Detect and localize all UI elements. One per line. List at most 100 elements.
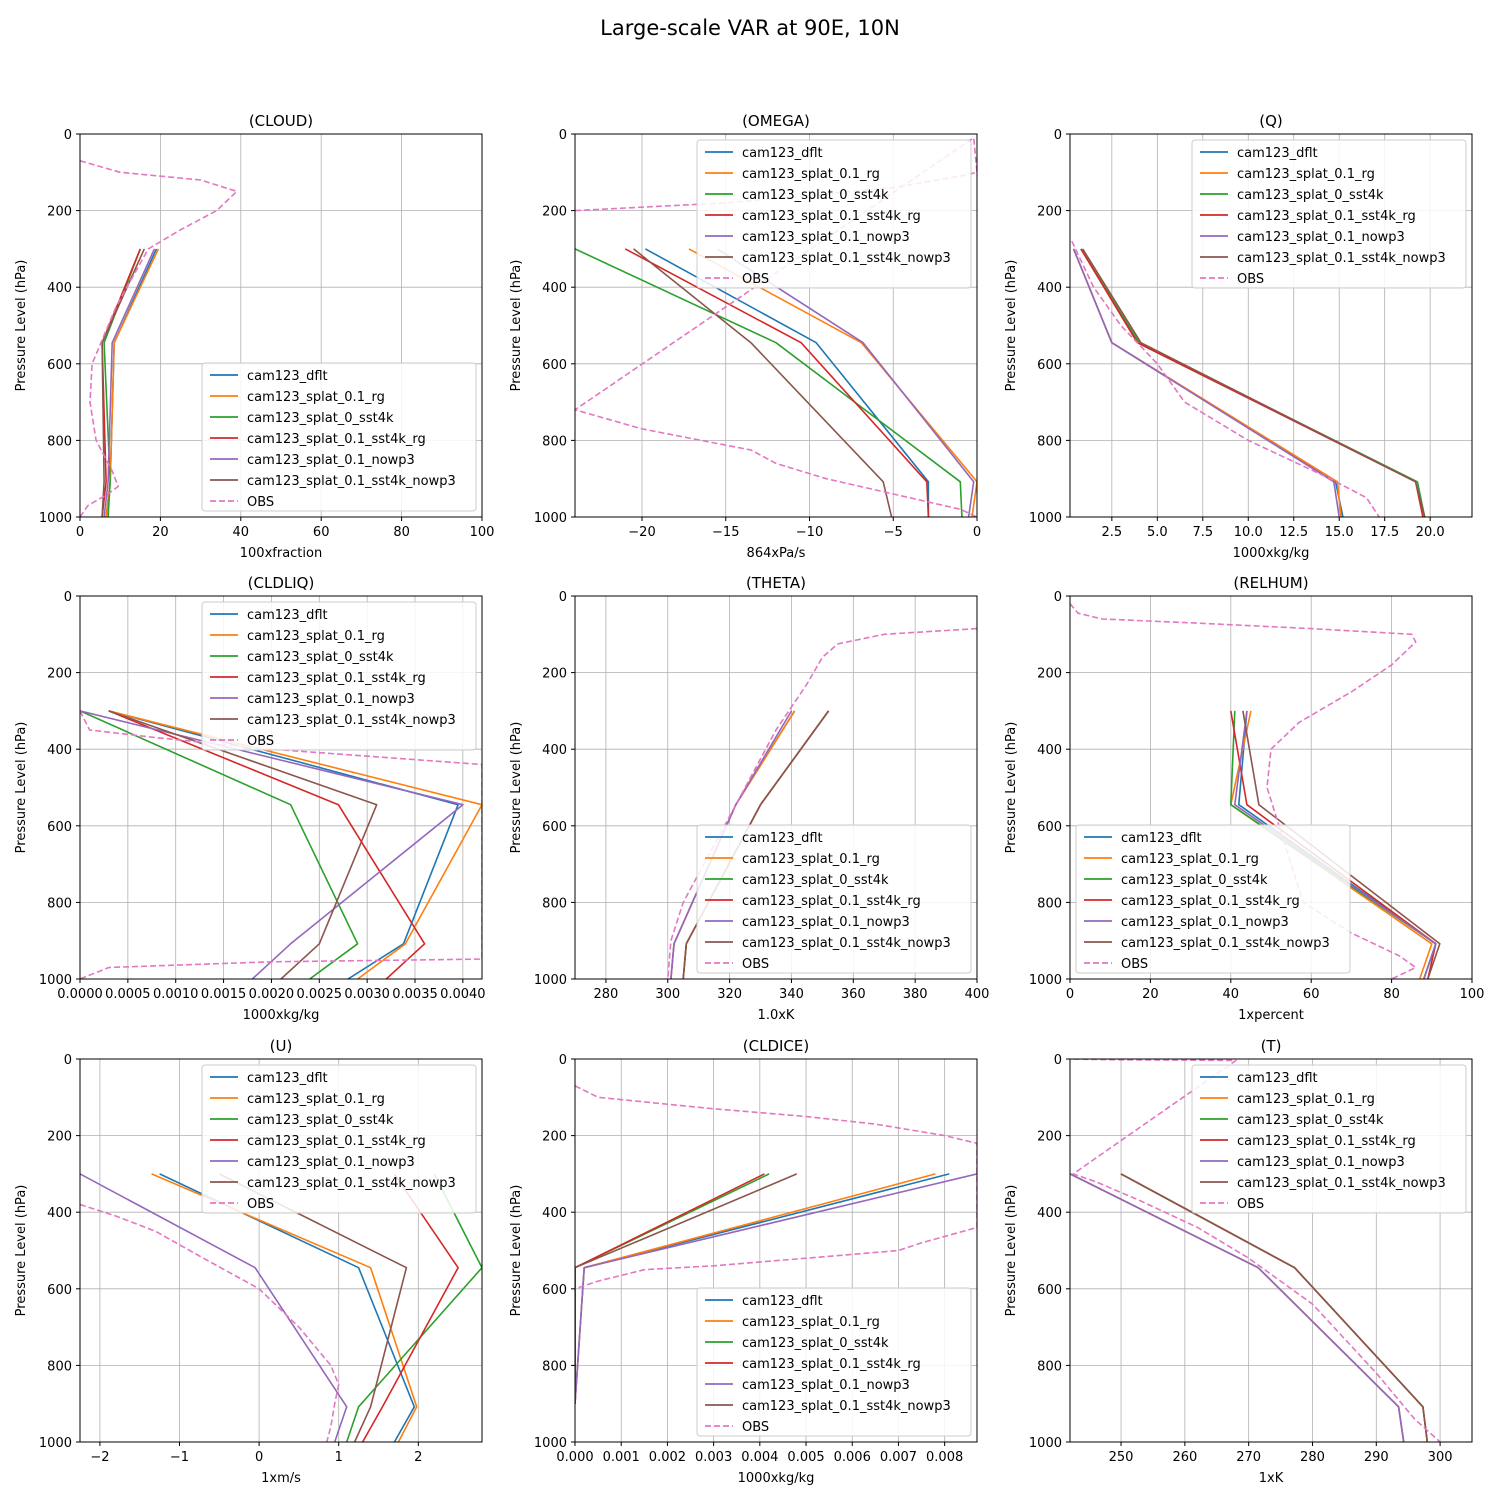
x-tick-label: 280 — [594, 987, 619, 1002]
x-axis-label: 100xfraction — [240, 546, 322, 561]
legend-label: cam123_splat_0.1_nowp3 — [1237, 1155, 1405, 1170]
series-line-cam123-splat-0-1-sst4k-rg — [624, 248, 930, 517]
y-tick-label: 200 — [1037, 1130, 1062, 1145]
legend-label: OBS — [1237, 272, 1264, 287]
legend-label: cam123_splat_0.1_sst4k_rg — [742, 209, 921, 224]
subplot-title: (CLDLIQ) — [248, 574, 315, 592]
series-line-cam123-splat-0-1-sst4k-rg — [108, 710, 426, 979]
series-line-cam123-splat-0-1-sst4k-nowp3 — [108, 710, 378, 979]
legend-box — [1191, 139, 1467, 289]
x-tick-label: −5 — [884, 525, 903, 540]
x-tick-label: 0.000 — [556, 1450, 593, 1465]
x-tick-label: 0.0030 — [344, 987, 390, 1002]
series-line-cam123-splat-0-1-rg — [108, 710, 482, 979]
y-axis-label: Pressure Level (hPa) — [509, 260, 524, 392]
y-tick-label: 400 — [1037, 281, 1062, 296]
series-line-cam123-splat-0-sst4k — [575, 1173, 770, 1404]
legend-label: cam123_splat_0.1_sst4k_nowp3 — [1121, 936, 1330, 951]
legend-label: cam123_splat_0.1_nowp3 — [1237, 230, 1405, 245]
y-tick-label: 0 — [559, 590, 567, 605]
x-tick-label: 0.007 — [880, 1450, 917, 1465]
x-tick-label: 0 — [76, 525, 84, 540]
subplot-2: −20 −15 −10 −5 0 0 200 400 600 800 1000 (OMEGA) 864x… — [509, 112, 981, 561]
plot-frame — [79, 595, 483, 980]
legend-label: cam123_dflt — [742, 1294, 823, 1309]
legend-label: cam123_splat_0.1_rg — [1237, 167, 1375, 182]
x-tick-label: 100 — [1460, 987, 1485, 1002]
legend-box — [201, 362, 477, 512]
legend-label: cam123_splat_0.1_sst4k_rg — [742, 1357, 921, 1372]
legend-label: cam123_splat_0.1_rg — [742, 167, 880, 182]
legend-label: cam123_splat_0.1_nowp3 — [742, 1378, 910, 1393]
x-tick-label: 0.008 — [926, 1450, 963, 1465]
legend-box — [696, 1287, 972, 1437]
legend-box — [696, 824, 972, 974]
series-line-cam123-splat-0-1-nowp3 — [716, 248, 975, 517]
y-tick-label: 1000 — [39, 973, 72, 988]
x-tick-label: 0 — [1066, 987, 1074, 1002]
x-tick-label: 1 — [335, 1450, 343, 1465]
legend-label: cam123_splat_0.1_nowp3 — [1121, 915, 1289, 930]
legend-label: cam123_splat_0.1_rg — [247, 390, 385, 405]
legend-label: OBS — [742, 957, 769, 972]
legend: cam123_dflt cam123_splat_0.1_rg cam123_spl… — [1191, 139, 1467, 289]
legend-label: cam123_splat_0.1_sst4k_nowp3 — [247, 1176, 456, 1191]
legend-label: cam123_splat_0.1_sst4k_rg — [1121, 894, 1300, 909]
y-tick-label: 800 — [1037, 896, 1062, 911]
y-tick-label: 0 — [64, 1053, 72, 1068]
series-line-cam123-splat-0-1-sst4k-rg — [1120, 1173, 1429, 1442]
legend: cam123_dflt cam123_splat_0.1_rg cam123_spl… — [696, 824, 972, 974]
y-tick-label: 600 — [1037, 358, 1062, 373]
series-line-cam123-splat-0-1-sst4k-nowp3 — [633, 248, 893, 517]
subplot-title: (RELHUM) — [1233, 574, 1308, 592]
y-tick-label: 200 — [1037, 667, 1062, 682]
y-tick-label: 200 — [542, 1130, 567, 1145]
x-tick-label: 0.0010 — [153, 987, 199, 1002]
x-tick-label: 20.0 — [1416, 525, 1445, 540]
y-tick-label: 1000 — [1029, 973, 1062, 988]
y-tick-label: 1000 — [39, 511, 72, 526]
y-tick-label: 200 — [542, 667, 567, 682]
series-line-cam123-splat-0-1-sst4k-nowp3 — [101, 248, 146, 517]
series-line-cam123-splat-0-1-sst4k-nowp3 — [1082, 248, 1426, 517]
subplot-title: (U) — [270, 1037, 293, 1055]
x-tick-label: 270 — [1236, 1450, 1261, 1465]
legend-label: cam123_splat_0.1_rg — [742, 852, 880, 867]
y-tick-label: 200 — [1037, 205, 1062, 220]
x-tick-label: 0.0005 — [105, 987, 151, 1002]
y-tick-label: 800 — [1037, 434, 1062, 449]
y-tick-label: 200 — [47, 205, 72, 220]
legend-label: cam123_dflt — [247, 369, 328, 384]
x-tick-label: 60 — [313, 525, 330, 540]
series-line-cam123-splat-0-sst4k — [103, 248, 142, 517]
legend-label: cam123_splat_0.1_rg — [247, 1092, 385, 1107]
legend-label: cam123_splat_0.1_nowp3 — [247, 692, 415, 707]
subplot-8: 0.000 0.001 0.002 0.003 0.004 0.005 0.006 0.007… — [509, 1037, 978, 1486]
legend-label: OBS — [1237, 1197, 1264, 1212]
x-axis-label: 1000xkg/kg — [243, 1008, 320, 1023]
legend-label: cam123_splat_0.1_sst4k_rg — [742, 894, 921, 909]
plot-frame — [574, 133, 978, 518]
x-tick-label: 0.0025 — [297, 987, 343, 1002]
series-line-cam123-splat-0-1-sst4k-rg — [101, 248, 142, 517]
series-line-cam123-splat-0-1-sst4k-nowp3 — [1120, 1173, 1429, 1442]
legend-label: cam123_splat_0.1_sst4k_nowp3 — [742, 1399, 951, 1414]
series-group — [1070, 1059, 1441, 1442]
legend: cam123_dflt cam123_splat_0.1_rg cam123_spl… — [1075, 824, 1351, 974]
series-line-cam123-splat-0-1-rg — [105, 248, 160, 517]
legend: cam123_dflt cam123_splat_0.1_rg cam123_spl… — [201, 1064, 477, 1214]
series-line-cam123-splat-0-1-nowp3 — [80, 1173, 348, 1442]
y-tick-label: 600 — [47, 1283, 72, 1298]
legend-label: cam123_splat_0.1_nowp3 — [247, 1155, 415, 1170]
series-line-OBS — [80, 710, 482, 979]
subplot-7: −2 −1 0 1 2 0 200 400 600 800 1000 (U) 1xm/s Pressure… — [14, 1037, 483, 1486]
y-tick-label: 800 — [47, 896, 72, 911]
series-line-cam123-splat-0-1-sst4k-rg — [1080, 248, 1424, 517]
y-tick-label: 400 — [47, 281, 72, 296]
y-tick-label: 800 — [47, 434, 72, 449]
series-group — [80, 160, 238, 517]
plot-frame — [1069, 1058, 1473, 1443]
legend-label: cam123_dflt — [247, 1071, 328, 1086]
y-tick-label: 1000 — [1029, 511, 1062, 526]
legend-label: OBS — [247, 1197, 274, 1212]
